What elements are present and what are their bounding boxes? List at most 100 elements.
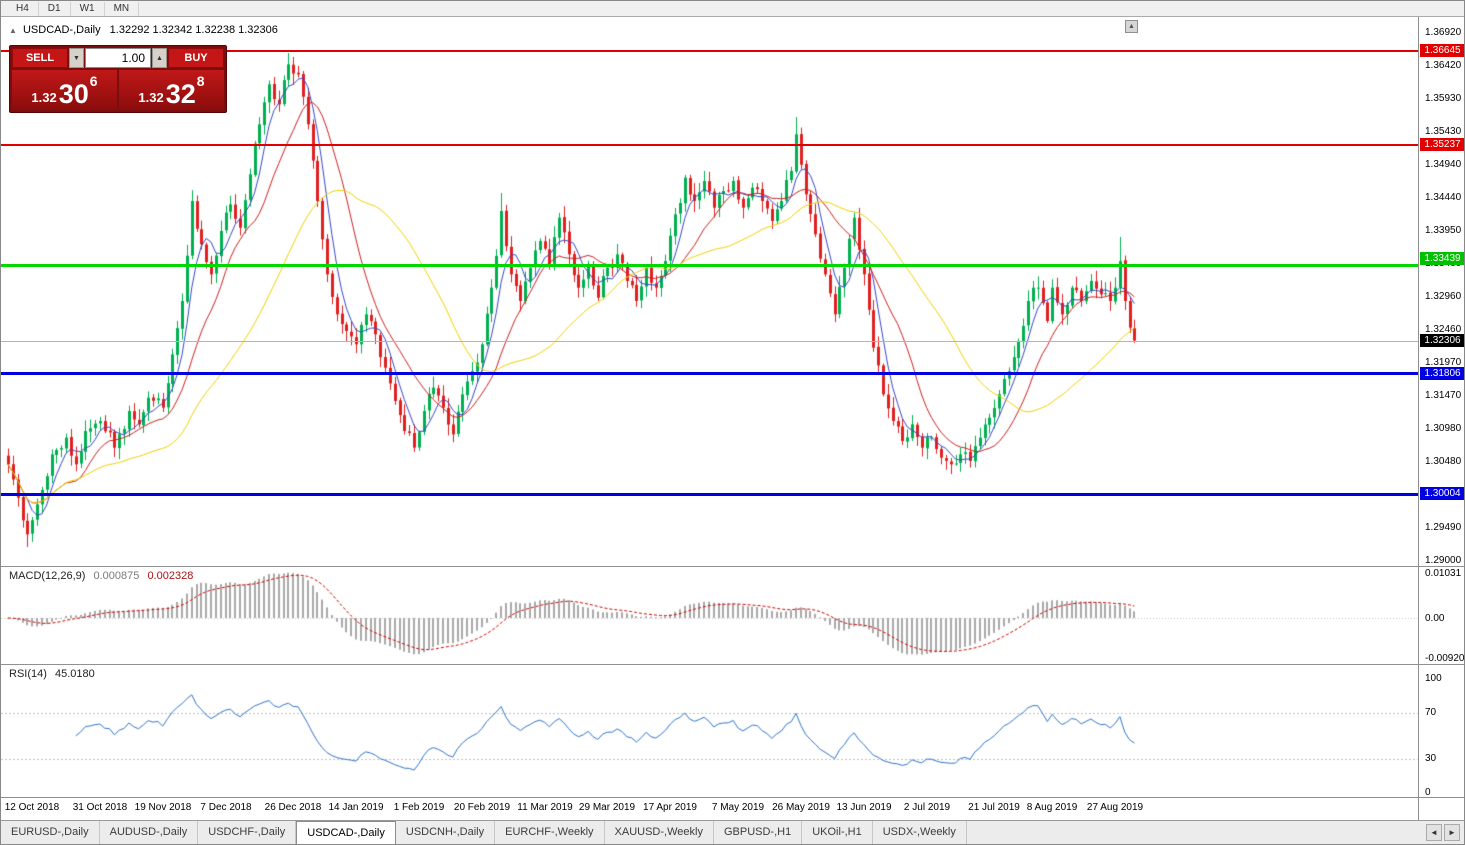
- price-axis[interactable]: 1.36920 1.36420 1.35930 1.35430 1.34940 1.344…: [1420, 1, 1465, 844]
- price-axis-label: 1.35930: [1425, 93, 1462, 104]
- price-level-line[interactable]: [1, 264, 1418, 267]
- chart-symbol-icon: ▲: [9, 26, 17, 35]
- rsi-axis-label: 100: [1425, 673, 1442, 684]
- price-axis-separator: [1418, 17, 1419, 822]
- date-axis-label: 13 Jun 2019: [836, 802, 892, 813]
- price-axis-label: 1.33950: [1425, 225, 1462, 236]
- price-axis-label: 1.30980: [1425, 423, 1462, 434]
- price-axis-label: 1.31470: [1425, 390, 1462, 401]
- chart-tab-bar: EURUSD-,Daily AUDUSD-,Daily USDCHF-,Daily U…: [1, 820, 1464, 844]
- rsi-axis-label: 30: [1425, 753, 1437, 764]
- timeframe-button-d1[interactable]: D1: [39, 1, 71, 16]
- chart-tab-usdchf-daily[interactable]: USDCHF-,Daily: [198, 821, 297, 844]
- chart-tabs: EURUSD-,Daily AUDUSD-,Daily USDCHF-,Daily U…: [1, 821, 967, 844]
- macd-rsi-separator[interactable]: [1, 664, 1464, 665]
- chart-symbol-label: USDCAD-,Daily: [22, 24, 101, 36]
- date-axis-label: 29 Mar 2019: [578, 802, 636, 813]
- price-level-badge: 1.35237: [1420, 138, 1464, 151]
- price-axis-label: 1.32460: [1425, 324, 1462, 335]
- price-axis-label: 1.31970: [1425, 357, 1462, 368]
- buy-price[interactable]: 1.32 32 8: [119, 70, 224, 110]
- chart-tab-eurusd-daily[interactable]: EURUSD-,Daily: [1, 821, 100, 844]
- sell-price-pips: 30: [58, 79, 89, 109]
- timeframe-button-mn[interactable]: MN: [105, 1, 140, 16]
- date-axis-label: 26 May 2019: [772, 802, 830, 813]
- date-axis-label: 31 Oct 2018: [72, 802, 128, 813]
- price-level-line[interactable]: [1, 144, 1418, 146]
- buy-price-prefix: 1.32: [138, 90, 164, 105]
- macd-name: MACD(12,26,9): [9, 570, 86, 582]
- chart-shift-marker[interactable]: ▲: [1125, 20, 1138, 33]
- chart-tab-gbpusd-h1[interactable]: GBPUSD-,H1: [714, 821, 803, 844]
- buy-button[interactable]: BUY: [168, 48, 224, 68]
- chart-tab-usdcnh-daily[interactable]: USDCNH-,Daily: [396, 821, 496, 844]
- volume-decrease-button[interactable]: ▼: [69, 48, 84, 68]
- chart-tab-usdx-weekly[interactable]: USDX-,Weekly: [873, 821, 967, 844]
- date-axis-label: 14 Jan 2019: [328, 802, 384, 813]
- price-axis-label: 1.35430: [1425, 126, 1462, 137]
- date-axis[interactable]: 12 Oct 2018 31 Oct 2018 19 Nov 2018 7 Dec 2…: [1, 797, 1418, 822]
- sell-price-prefix: 1.32: [31, 90, 57, 105]
- date-axis-label: 11 Mar 2019: [517, 802, 573, 813]
- volume-input[interactable]: [85, 48, 151, 68]
- price-axis-label: 1.30480: [1425, 456, 1462, 467]
- macd-axis-label: -0.00920: [1425, 653, 1465, 664]
- date-axis-label: 7 Dec 2018: [200, 802, 252, 813]
- date-axis-label: 27 Aug 2019: [1086, 802, 1144, 813]
- price-axis-label: 1.36420: [1425, 60, 1462, 71]
- chart-tab-eurchf-weekly[interactable]: EURCHF-,Weekly: [495, 821, 605, 844]
- main-macd-separator[interactable]: [1, 566, 1464, 567]
- tab-scroll-controls: ◄ ►: [1422, 821, 1464, 844]
- buy-price-pips: 32: [165, 79, 196, 109]
- tab-scroll-left-icon[interactable]: ◄: [1426, 824, 1442, 841]
- chart-title: ▲ USDCAD-,Daily 1.32292 1.32342 1.32238 …: [9, 24, 278, 36]
- rsi-axis-label: 0: [1425, 787, 1431, 798]
- rsi-axis-label: 70: [1425, 707, 1437, 718]
- timeframe-button-h4[interactable]: H4: [7, 1, 39, 16]
- date-axis-label: 19 Nov 2018: [134, 802, 192, 813]
- price-axis-label: 1.34940: [1425, 159, 1462, 170]
- tab-scroll-right-icon[interactable]: ►: [1444, 824, 1460, 841]
- price-axis-label: 1.29490: [1425, 522, 1462, 533]
- price-axis-label: 1.34440: [1425, 192, 1462, 203]
- macd-signal-value: 0.002328: [147, 570, 194, 582]
- volume-increase-button[interactable]: ▲: [152, 48, 167, 68]
- price-axis-label: 1.36920: [1425, 27, 1462, 38]
- macd-indicator-label: MACD(12,26,9) 0.000875 0.002328: [9, 570, 193, 582]
- date-axis-label: 7 May 2019: [711, 802, 765, 813]
- chart-tab-usdcad-daily[interactable]: USDCAD-,Daily: [296, 821, 396, 844]
- sell-price[interactable]: 1.32 30 6: [12, 70, 117, 110]
- macd-axis-label: 0.01031: [1425, 568, 1462, 579]
- chart-tab-xauusd-weekly[interactable]: XAUUSD-,Weekly: [605, 821, 714, 844]
- trade-prices-row: 1.32 30 6 1.32 32 8: [12, 70, 224, 110]
- rsi-dateaxis-separator: [1, 797, 1464, 798]
- sell-button[interactable]: SELL: [12, 48, 68, 68]
- price-axis-label: 1.32960: [1425, 291, 1462, 302]
- date-axis-label: 2 Jul 2019: [903, 802, 951, 813]
- chart-tab-ukoil-h1[interactable]: UKOil-,H1: [802, 821, 873, 844]
- date-axis-label: 26 Dec 2018: [264, 802, 322, 813]
- trade-controls-row: SELL ▼ ▲ BUY: [12, 48, 224, 68]
- buy-price-point: 8: [196, 73, 205, 89]
- rsi-name: RSI(14): [9, 668, 47, 680]
- price-level-line[interactable]: [1, 50, 1418, 52]
- price-level-badge: 1.36645: [1420, 44, 1464, 57]
- price-level-badge: 1.32306: [1420, 334, 1464, 347]
- date-axis-label: 12 Oct 2018: [4, 802, 60, 813]
- timeframe-toolbar: H4 D1 W1 MN: [1, 1, 1464, 17]
- date-axis-label: 1 Feb 2019: [393, 802, 445, 813]
- date-axis-label: 8 Aug 2019: [1026, 802, 1078, 813]
- rsi-value: 45.0180: [54, 668, 95, 680]
- price-level-badge: 1.30004: [1420, 487, 1464, 500]
- chart-tab-audusd-daily[interactable]: AUDUSD-,Daily: [100, 821, 199, 844]
- chart-ohlc-values: 1.32292 1.32342 1.32238 1.32306: [109, 24, 278, 36]
- price-level-badge: 1.31806: [1420, 367, 1464, 380]
- date-axis-label: 20 Feb 2019: [453, 802, 511, 813]
- date-axis-label: 21 Jul 2019: [968, 802, 1020, 813]
- sell-price-point: 6: [89, 73, 98, 89]
- price-level-line[interactable]: [1, 372, 1418, 375]
- price-level-line[interactable]: [1, 493, 1418, 496]
- timeframe-button-w1[interactable]: W1: [71, 1, 105, 16]
